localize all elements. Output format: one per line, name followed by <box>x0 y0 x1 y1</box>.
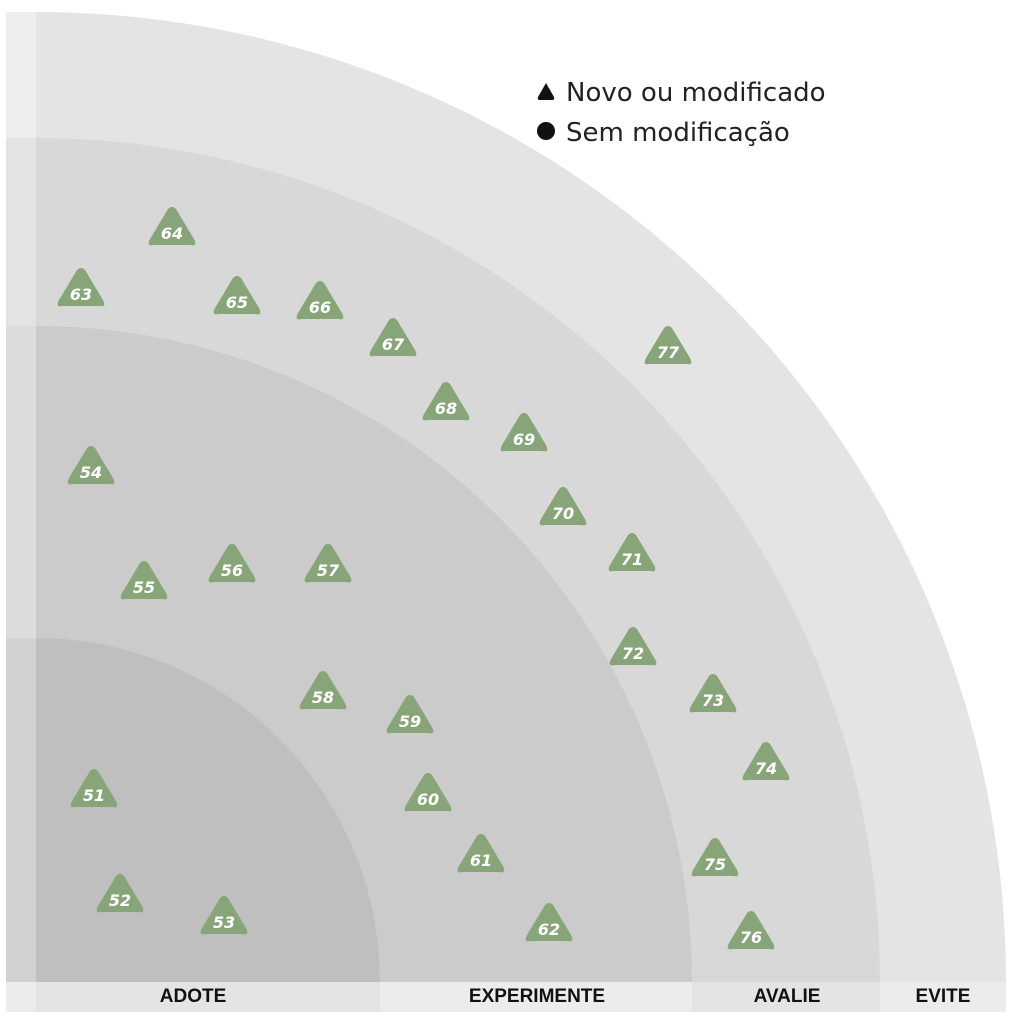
blip-triangle-icon <box>70 769 118 808</box>
blip-56[interactable]: 56 <box>208 544 256 583</box>
left-strip-band-avalie <box>6 138 36 326</box>
blip-triangle-icon <box>67 446 115 485</box>
blip-triangle-icon <box>727 911 775 950</box>
blip-triangle-icon <box>369 318 417 357</box>
blip-55[interactable]: 55 <box>120 561 168 600</box>
blip-triangle-icon <box>299 671 347 710</box>
blip-67[interactable]: 67 <box>369 318 417 357</box>
blip-triangle-icon <box>644 326 692 365</box>
blip-triangle-icon <box>525 903 573 942</box>
blip-triangle-icon <box>609 627 657 666</box>
left-strip-band-experimente <box>6 326 36 638</box>
blip-63[interactable]: 63 <box>57 268 105 307</box>
blip-number: 62 <box>538 920 560 939</box>
blip-number: 76 <box>740 928 762 947</box>
blip-72[interactable]: 72 <box>609 627 657 666</box>
legend-circle-icon <box>537 122 555 140</box>
blip-triangle-icon <box>422 382 470 421</box>
blip-57[interactable]: 57 <box>304 544 352 583</box>
ring-label-evite: EVITE <box>916 986 971 1007</box>
ring-label-avalie: AVALIE <box>754 986 821 1007</box>
left-strip-band-evite <box>6 12 36 138</box>
blip-number: 67 <box>382 335 405 354</box>
blip-number: 60 <box>417 790 439 809</box>
blip-triangle-icon <box>208 544 256 583</box>
blip-triangle-icon <box>500 413 548 452</box>
blip-58[interactable]: 58 <box>299 671 347 710</box>
blip-60[interactable]: 60 <box>404 773 452 812</box>
blip-76[interactable]: 76 <box>727 911 775 950</box>
blip-number: 54 <box>80 463 102 482</box>
blip-number: 58 <box>312 688 334 707</box>
blip-number: 74 <box>755 759 777 778</box>
blip-64[interactable]: 64 <box>148 207 196 246</box>
ring-label-experimente: EXPERIMENTE <box>469 986 605 1007</box>
blip-number: 73 <box>702 691 724 710</box>
blip-59[interactable]: 59 <box>386 695 434 734</box>
blip-number: 59 <box>399 712 421 731</box>
blip-triangle-icon <box>404 773 452 812</box>
blip-69[interactable]: 69 <box>500 413 548 452</box>
blip-number: 72 <box>622 644 644 663</box>
ring-label-adote: ADOTE <box>160 986 227 1007</box>
blip-triangle-icon <box>539 487 587 526</box>
label-band-adote-segment <box>36 982 380 1012</box>
blip-number: 68 <box>435 399 457 418</box>
blip-number: 65 <box>226 293 248 312</box>
blip-triangle-icon <box>742 742 790 781</box>
blip-triangle-icon <box>120 561 168 600</box>
blip-75[interactable]: 75 <box>691 838 739 877</box>
blip-74[interactable]: 74 <box>742 742 790 781</box>
blip-number: 75 <box>704 855 726 874</box>
blip-triangle-icon <box>608 533 656 572</box>
blip-71[interactable]: 71 <box>608 533 656 572</box>
blip-number: 69 <box>513 430 535 449</box>
blips: 51 52 53 54 55 56 57 58 59 60 61 62 63 64 65 66 67 68 69 70… <box>57 207 790 950</box>
blip-triangle-icon <box>689 674 737 713</box>
blip-number: 64 <box>161 224 183 243</box>
blip-51[interactable]: 51 <box>70 769 118 808</box>
blip-53[interactable]: 53 <box>200 896 248 935</box>
blip-70[interactable]: 70 <box>539 487 587 526</box>
blip-73[interactable]: 73 <box>689 674 737 713</box>
left-strip-band-adote <box>6 638 36 982</box>
blip-62[interactable]: 62 <box>525 903 573 942</box>
blip-number: 53 <box>213 913 235 932</box>
blip-number: 52 <box>109 891 131 910</box>
blip-number: 71 <box>621 550 643 569</box>
blip-number: 61 <box>470 851 492 870</box>
blip-54[interactable]: 54 <box>67 446 115 485</box>
label-band-avalie-segment <box>692 982 880 1012</box>
legend-triangle-icon <box>537 83 555 100</box>
blip-number: 57 <box>317 561 340 580</box>
blip-number: 77 <box>657 343 680 362</box>
blip-triangle-icon <box>213 276 261 315</box>
blip-number: 66 <box>309 298 331 317</box>
blip-number: 63 <box>70 285 92 304</box>
blip-number: 56 <box>221 561 243 580</box>
blip-triangle-icon <box>457 834 505 873</box>
legend-no-change: Sem modificação <box>566 118 790 148</box>
blip-66[interactable]: 66 <box>296 281 344 320</box>
blip-triangle-icon <box>57 268 105 307</box>
blip-65[interactable]: 65 <box>213 276 261 315</box>
blip-77[interactable]: 77 <box>644 326 692 365</box>
blip-68[interactable]: 68 <box>422 382 470 421</box>
blip-triangle-icon <box>296 281 344 320</box>
blip-triangle-icon <box>386 695 434 734</box>
blip-triangle-icon <box>148 207 196 246</box>
blip-triangle-icon <box>96 874 144 913</box>
blip-triangle-icon <box>200 896 248 935</box>
blip-number: 55 <box>133 578 155 597</box>
legend: Novo ou modificado Sem modificação <box>537 78 826 148</box>
blip-52[interactable]: 52 <box>96 874 144 913</box>
blip-61[interactable]: 61 <box>457 834 505 873</box>
blip-triangle-icon <box>691 838 739 877</box>
blip-number: 70 <box>552 504 574 523</box>
blip-number: 51 <box>83 786 105 805</box>
blip-triangle-icon <box>304 544 352 583</box>
legend-new-or-modified: Novo ou modificado <box>566 78 826 108</box>
